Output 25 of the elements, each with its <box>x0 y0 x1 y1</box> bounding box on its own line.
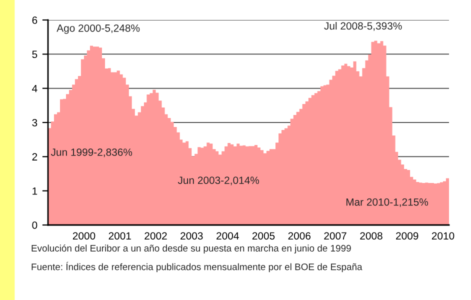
y-tick-label: 5 <box>32 50 38 58</box>
x-tick-label: 2000 <box>72 232 96 240</box>
x-tick-label: 2006 <box>288 232 311 240</box>
annotation: Jun 1999-2,836% <box>50 148 132 158</box>
y-tick-label: 6 <box>32 16 38 24</box>
annotation: Mar 2010-1,215% <box>346 198 428 207</box>
x-tick-label: 2010 <box>432 232 454 240</box>
y-tick-label: 3 <box>32 119 38 126</box>
y-tick-label: 2 <box>32 153 38 160</box>
x-tick-label: 2001 <box>108 232 131 240</box>
text: Evolución del Euribor a un año desde su puesta en marcha en junio de 1999 <box>32 244 351 254</box>
x-tick-label: 2003 <box>180 232 203 240</box>
annotation: Jun 2003-2,014% <box>178 176 260 186</box>
x-tick-label: 2005 <box>252 232 275 240</box>
y-tick-label: 0 <box>32 222 38 229</box>
y-tick-label: 4 <box>32 84 38 92</box>
x-tick-label: 2008 <box>360 232 382 240</box>
y-tick-label: 1 <box>32 187 38 195</box>
x-tick-label: 2004 <box>216 232 239 240</box>
x-tick-label: 2009 <box>396 232 418 240</box>
x-tick-label: 2002 <box>144 232 167 240</box>
x-tick-label: 2007 <box>324 232 346 240</box>
annotation: Ago 2000-5,248% <box>56 24 140 34</box>
annotation: Jul 2008-5,393% <box>324 22 402 31</box>
source-note: Fuente: Índices de referencia publicados mensualmente por el BOE de España <box>32 262 362 272</box>
